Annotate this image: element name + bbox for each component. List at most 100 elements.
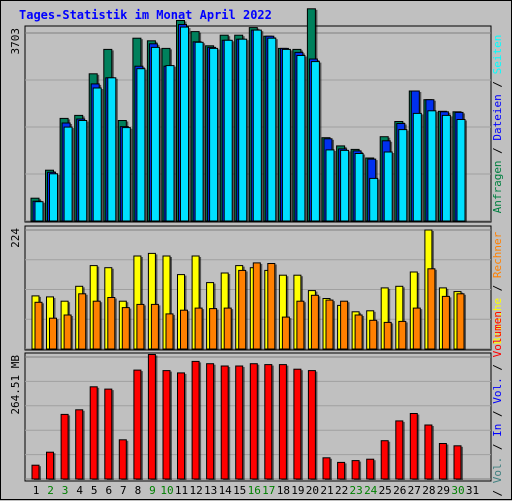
rechner-bar: [165, 313, 174, 350]
seiten-bar: [383, 151, 393, 222]
day-label: 21: [320, 484, 333, 497]
day-label: 28: [422, 484, 435, 497]
rechner-bar: [267, 263, 276, 350]
day-label: 14: [219, 484, 233, 497]
rechner-bar: [441, 295, 450, 350]
legend-3: Out / Vol. / In / Vol. / Volumen: [491, 311, 504, 501]
volumen-bar: [278, 364, 287, 480]
seiten-bar: [49, 173, 58, 222]
seiten-bar: [223, 39, 233, 222]
rechner-bar: [78, 293, 87, 350]
legend-entry: /: [491, 404, 504, 424]
volumen-bar: [60, 413, 69, 480]
seiten-bar: [441, 114, 451, 222]
day-label: 11: [175, 484, 188, 497]
rechner-bar: [252, 262, 261, 350]
day-label: 12: [189, 484, 202, 497]
rechner-bar: [354, 314, 363, 350]
rechner-bar: [281, 316, 290, 350]
day-label: 13: [204, 484, 217, 497]
rechner-bar: [150, 303, 159, 350]
seiten-bar: [427, 110, 437, 222]
day-label: 8: [135, 484, 142, 497]
rechner-bar: [383, 321, 392, 350]
volumen-bar: [191, 360, 200, 480]
day-label: 22: [335, 484, 348, 497]
volumen-bar: [249, 363, 258, 480]
rechner-bar: [180, 309, 188, 350]
day-label: 25: [379, 484, 392, 497]
seiten-bar: [107, 77, 117, 222]
legend-1: Anfragen / Dateien / Seiten: [491, 35, 504, 214]
day-label: 26: [393, 484, 406, 497]
seiten-bar: [238, 38, 248, 222]
seiten-bar: [180, 26, 189, 222]
day-label: 4: [76, 484, 83, 497]
y-max-label: 224: [9, 228, 22, 248]
legend-entry: Vol.: [491, 457, 504, 484]
volumen-bar: [337, 461, 346, 480]
day-label: 6: [105, 484, 112, 497]
day-label: 17: [262, 484, 275, 497]
seiten-bar: [150, 46, 160, 222]
seiten-bar: [34, 201, 44, 222]
rechner-bar: [238, 269, 247, 350]
legend-2: Besuche / Rechner: [491, 231, 504, 344]
rechner-bar: [310, 294, 319, 350]
seiten-bar: [121, 127, 131, 222]
seiten-bar: [398, 129, 408, 222]
day-label: 20: [306, 484, 319, 497]
rechner-bar: [107, 297, 116, 350]
volumen-bar: [322, 457, 331, 480]
seiten-bar: [296, 55, 306, 222]
rechner-bar: [209, 308, 218, 350]
volumen-bar: [293, 368, 302, 480]
rechner-bar: [92, 300, 101, 350]
legend-entry: Vol.: [491, 377, 504, 404]
volumen-bar: [235, 365, 244, 480]
seiten-bar: [412, 112, 422, 222]
volumen-bar: [424, 424, 433, 480]
seiten-bar: [369, 177, 379, 222]
day-label: 15: [233, 484, 246, 497]
y-max-label: 3703: [9, 28, 22, 55]
volumen-bar: [220, 365, 229, 480]
day-label: 10: [160, 484, 173, 497]
legend-entry: In: [491, 424, 504, 437]
seiten-bar: [456, 119, 466, 222]
day-label: 5: [91, 484, 98, 497]
day-label: 9: [149, 484, 156, 497]
legend-entry: /: [491, 278, 504, 298]
volumen-bar: [395, 420, 404, 480]
volumen-bar: [133, 369, 142, 480]
volumen-bar: [206, 363, 215, 480]
day-label: 24: [364, 484, 378, 497]
y-max-label: 264.51 MB: [9, 355, 22, 415]
legend-entry: /: [491, 483, 504, 501]
volumen-bar: [118, 439, 127, 480]
rechner-bar: [427, 268, 436, 350]
rechner-bar: [194, 307, 203, 350]
legend-entry: Seiten: [491, 35, 504, 75]
volumen-bar: [162, 370, 171, 480]
volumen-bar: [438, 443, 447, 480]
rechner-bar: [412, 307, 421, 350]
volumen-bar: [46, 451, 54, 480]
rechner-bar: [223, 307, 232, 350]
rechner-bar: [136, 303, 145, 350]
rechner-bar: [456, 293, 465, 350]
rechner-bar: [34, 301, 43, 350]
volumen-bar: [307, 370, 316, 480]
legend-entry: Besuche: [491, 298, 504, 344]
seiten-bar: [252, 29, 262, 222]
seiten-bar: [281, 48, 291, 222]
rechner-bar: [63, 314, 72, 350]
volumen-bar: [264, 364, 273, 480]
rechner-bar: [296, 300, 305, 350]
rechner-bar: [121, 307, 130, 350]
legend-entry: /: [491, 74, 504, 94]
volumen-bar: [409, 413, 418, 480]
day-label: 7: [120, 484, 127, 497]
day-label: 30: [451, 484, 464, 497]
rechner-bar: [325, 299, 334, 350]
